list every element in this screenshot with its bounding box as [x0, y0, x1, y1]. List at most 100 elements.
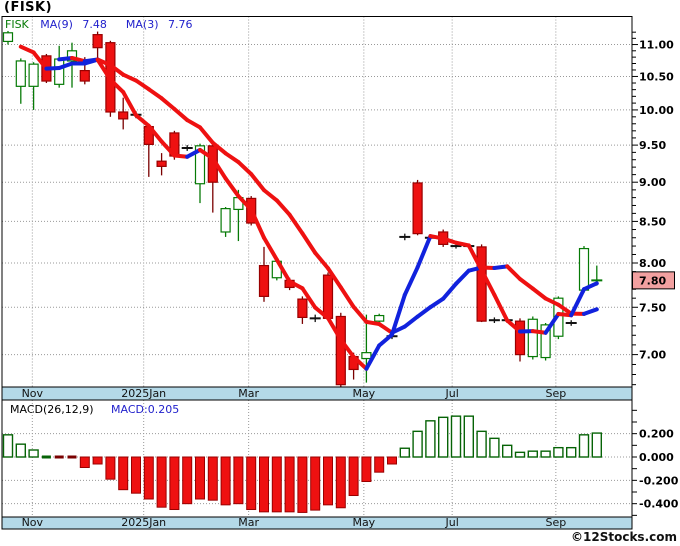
ma9-segment — [70, 55, 87, 64]
macd-bar — [259, 456, 269, 513]
price-axis-label: 9.50 — [639, 139, 666, 152]
ma9-segment — [146, 87, 164, 101]
candle — [488, 317, 500, 324]
price-axis-label: 7.00 — [639, 349, 666, 362]
macd-bar — [15, 443, 26, 458]
macd-params-label: MACD(26,12,9) — [10, 403, 94, 416]
ma3-segment — [569, 287, 586, 318]
ma9-segment — [108, 63, 126, 77]
candle — [258, 246, 270, 302]
candle — [118, 97, 129, 130]
main-date-band — [1, 386, 633, 401]
macd-bar — [79, 456, 90, 469]
watermark: ©12Stocks.com — [571, 530, 677, 544]
candle — [335, 312, 346, 387]
month-label: Nov — [22, 387, 44, 400]
ma3-segment — [364, 343, 382, 371]
candle — [476, 244, 487, 323]
macd-bar — [182, 456, 193, 505]
ma9-segment — [364, 319, 382, 327]
ma9-segment — [300, 231, 318, 255]
ma9-segment — [556, 302, 574, 316]
price-axis-label: 10.50 — [639, 70, 674, 83]
ma9-segment — [428, 296, 446, 310]
ma9-segment — [351, 304, 369, 324]
macd-bar — [348, 456, 359, 497]
candle-body — [220, 208, 231, 233]
macd-bar — [220, 456, 231, 506]
ma9-segment — [287, 212, 305, 236]
month-label: May — [352, 516, 375, 529]
ma9-value: 7.48 — [82, 18, 107, 31]
gridlines — [2, 16, 632, 517]
ma9-segment — [262, 188, 279, 203]
month-label: May — [352, 387, 375, 400]
candle-body — [412, 182, 423, 235]
macd-bar — [131, 456, 141, 494]
macd-bar — [361, 456, 372, 483]
ma3-segment — [441, 236, 458, 245]
ma9-segment — [505, 264, 522, 282]
macd-bar — [425, 420, 436, 458]
macd-bar — [387, 456, 397, 465]
ma9-segment — [582, 307, 599, 316]
candle — [156, 153, 167, 176]
ma3-segment — [210, 156, 228, 181]
ma3-segment — [415, 234, 433, 270]
macd-bar — [233, 456, 244, 505]
ma3-segment — [44, 66, 62, 71]
ma3-segment — [185, 147, 202, 159]
ma9-segment — [274, 198, 292, 217]
macd-bar — [335, 456, 346, 509]
candle-body — [92, 34, 103, 49]
ma9-segment — [415, 305, 433, 319]
macd-bar — [527, 450, 538, 458]
ma9-segment — [441, 281, 458, 301]
candle — [399, 233, 411, 241]
candle — [412, 179, 423, 236]
macd-bar — [54, 455, 64, 459]
ma9-segment — [159, 96, 177, 112]
macd-bar — [476, 430, 487, 458]
macd-bar — [271, 456, 282, 513]
candle-body — [2, 32, 14, 43]
candle-body — [297, 298, 308, 319]
ma3-segment — [454, 240, 471, 248]
ma3-segment — [121, 90, 138, 118]
ma9-segment — [338, 285, 356, 309]
macd-bar — [463, 415, 474, 458]
ma3-value: 7.76 — [168, 18, 193, 31]
price-panel-frame — [1, 16, 633, 388]
price-axis-label: 8.00 — [639, 257, 666, 270]
ma3-segment — [249, 207, 266, 240]
ma3-label: MA(3) — [125, 18, 159, 31]
macd-bar — [540, 450, 551, 458]
macd-bar — [195, 456, 205, 500]
candle-body — [476, 246, 487, 322]
month-label: 2025Jan — [121, 387, 166, 400]
ma9-segment — [198, 125, 215, 145]
ma9-segment — [236, 160, 254, 177]
ma9-segment — [454, 268, 471, 286]
macd-bar — [566, 446, 577, 458]
ma3-segment — [390, 292, 407, 337]
macd-bar — [284, 456, 295, 513]
ma3-segment — [377, 332, 394, 348]
candle-body — [540, 324, 551, 359]
macd-bars — [2, 415, 602, 513]
candle-body — [335, 315, 346, 386]
macd-axis-label: 0.000 — [639, 451, 674, 464]
macd-bar — [591, 432, 602, 458]
last-price-tag-value: 7.80 — [639, 274, 666, 287]
macd-bar — [246, 456, 257, 511]
price-axis-label: 8.50 — [639, 215, 666, 228]
macd-bar — [399, 447, 410, 458]
macd-bar — [118, 456, 129, 491]
macd-bar — [310, 456, 321, 511]
ma3-segment — [543, 312, 561, 335]
ma9-segment — [530, 286, 548, 301]
candle-body — [118, 111, 129, 120]
price-axis: 11.00 10.50 10.00 9.50 9.00 8.50 8.00 7.50 7.00 0… — [632, 31, 679, 516]
ma3-segment — [556, 312, 574, 318]
